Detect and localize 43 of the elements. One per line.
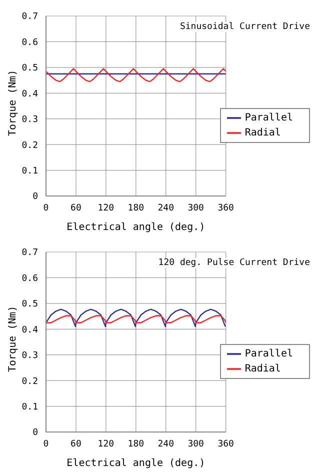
line-series xyxy=(46,315,226,324)
line-series xyxy=(46,68,226,82)
x-tick-label: 240 xyxy=(158,439,174,450)
x-tick-label: 120 xyxy=(98,203,114,214)
legend-label: Parallel xyxy=(244,112,293,124)
y-tick-label: 0.5 xyxy=(22,300,38,310)
y-tick-label: 0.6 xyxy=(22,38,38,48)
legend-label: Radial xyxy=(244,127,281,138)
x-tick-label: 360 xyxy=(218,439,234,450)
x-tick-label: 300 xyxy=(188,203,204,214)
y-tick-label: 0.4 xyxy=(22,89,38,100)
y-tick-label: 0 xyxy=(32,192,38,202)
x-tick-label: 0 xyxy=(43,203,49,214)
y-tick-label: 0.3 xyxy=(22,351,38,362)
x-axis-title: Electrical angle (deg.) xyxy=(66,222,206,233)
x-tick-label: 180 xyxy=(128,439,144,450)
x-tick-label: 300 xyxy=(188,439,204,450)
y-tick-label: 0.2 xyxy=(22,376,38,387)
y-tick-label: 0 xyxy=(32,428,38,438)
x-tick-label: 120 xyxy=(98,439,114,450)
x-tick-label: 180 xyxy=(128,203,144,214)
line-series xyxy=(46,308,226,328)
y-axis-title: Torque (Nm) xyxy=(8,70,19,136)
x-tick-label: 60 xyxy=(70,203,82,214)
x-tick-label: 360 xyxy=(218,203,234,214)
y-tick-label: 0.5 xyxy=(22,64,38,74)
annotation: Sinusoidal Current Drive xyxy=(180,22,310,32)
y-axis-title: Torque (Nm) xyxy=(8,306,19,372)
legend-label: Parallel xyxy=(244,348,293,360)
legend-label: Radial xyxy=(244,363,281,374)
x-tick-label: 240 xyxy=(158,203,174,214)
x-tick-label: 60 xyxy=(70,439,82,450)
y-tick-label: 0.4 xyxy=(22,325,38,336)
y-tick-label: 0.2 xyxy=(22,140,38,151)
x-axis-title: Electrical angle (deg.) xyxy=(66,458,206,469)
y-tick-label: 0.1 xyxy=(22,402,38,412)
y-tick-label: 0.3 xyxy=(22,115,38,126)
y-tick-label: 0.7 xyxy=(22,248,38,258)
y-tick-label: 0.6 xyxy=(22,274,38,284)
annotation: 120 deg. Pulse Current Drive xyxy=(158,258,310,268)
y-tick-label: 0.7 xyxy=(22,12,38,22)
x-tick-label: 0 xyxy=(43,439,49,450)
y-tick-label: 0.1 xyxy=(22,166,38,176)
